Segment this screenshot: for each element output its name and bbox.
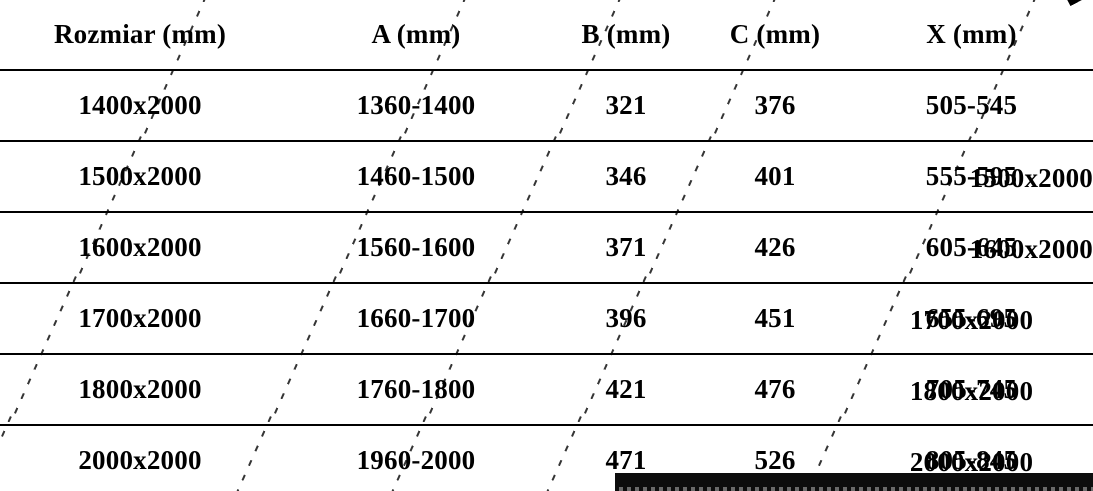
table-row: 1500x2000 1460-1500 346 401 555-595 [0, 140, 1093, 213]
cell-a: 1760-1800 [280, 353, 552, 426]
cell-c: 451 [700, 282, 850, 355]
cell-rozmiar: 1600x2000 [0, 211, 280, 284]
cell-x: 705-745 [850, 353, 1093, 426]
cell-rozmiar: 1400x2000 [0, 69, 280, 142]
cell-a: 1360-1400 [280, 69, 552, 142]
cell-a: 1960-2000 [280, 424, 552, 491]
column-header-x: X (mm) [850, 0, 1093, 71]
table-row: 1400x2000 1360-1400 321 376 505-545 [0, 69, 1093, 142]
cell-a: 1660-1700 [280, 282, 552, 355]
column-header-b: B (mm) [552, 0, 700, 71]
cell-c: 476 [700, 353, 850, 426]
cell-x: 805-845 [850, 424, 1093, 491]
cell-rozmiar: 1700x2000 [0, 282, 280, 355]
cell-rozmiar: 2000x2000 [0, 424, 280, 491]
cell-b: 321 [552, 69, 700, 142]
column-header-c: C (mm) [700, 0, 850, 71]
cell-x: 505-545 [850, 69, 1093, 142]
cell-a: 1560-1600 [280, 211, 552, 284]
cell-x: 555-595 [850, 140, 1093, 213]
column-header-a: A (mm) [280, 0, 552, 71]
column-header-rozmiar: Rozmiar (mm) [0, 0, 280, 71]
cell-x: 655-695 [850, 282, 1093, 355]
cell-a: 1460-1500 [280, 140, 552, 213]
cell-x: 605-645 [850, 211, 1093, 284]
cell-c: 401 [700, 140, 850, 213]
cell-c: 376 [700, 69, 850, 142]
cell-b: 371 [552, 211, 700, 284]
table-row: 1600x2000 1560-1600 371 426 605-645 [0, 211, 1093, 284]
table-header-row: Rozmiar (mm) A (mm) B (mm) C (mm) X (mm) [0, 0, 1093, 71]
cell-b: 421 [552, 353, 700, 426]
cell-c: 526 [700, 424, 850, 491]
cell-b: 346 [552, 140, 700, 213]
cell-b: 471 [552, 424, 700, 491]
cell-rozmiar: 1800x2000 [0, 353, 280, 426]
table-row: 1700x2000 1660-1700 396 451 655-695 [0, 282, 1093, 355]
table-row: 1800x2000 1760-1800 421 476 705-745 [0, 353, 1093, 426]
cell-b: 396 [552, 282, 700, 355]
cell-c: 426 [700, 211, 850, 284]
cell-rozmiar: 1500x2000 [0, 140, 280, 213]
table-row: 2000x2000 1960-2000 471 526 805-845 [0, 424, 1093, 491]
